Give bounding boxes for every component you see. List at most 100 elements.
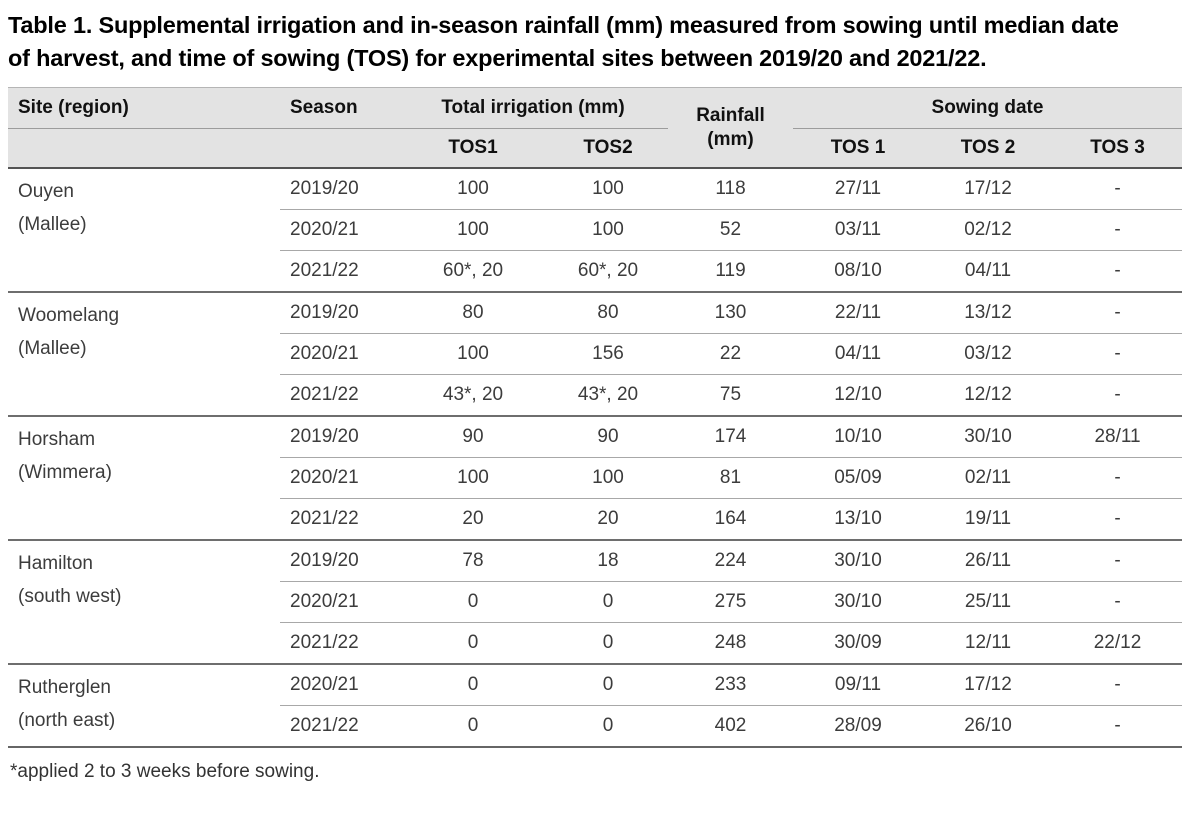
site-name: Hamilton — [18, 553, 93, 574]
col-header-sowing-tos2: TOS 2 — [923, 128, 1053, 169]
sowing-tos2-cell: 26/11 — [923, 539, 1053, 582]
site-region: (Mallee) — [18, 214, 87, 235]
table-row: 2020/21 100 156 22 04/11 03/12- — [8, 333, 1183, 375]
rainfall-cell: 224 — [668, 539, 793, 582]
sowing-tos3-cell: - — [1053, 663, 1183, 706]
sowing-tos2-cell: 03/12 — [923, 333, 1053, 375]
sowing-tos1-cell: 03/11 — [793, 209, 923, 251]
table-body: Ouyen (Mallee) 2019/20 100 100 118 27/11 17/12-… — [8, 168, 1183, 747]
irrigation-tos1-cell: 100 — [398, 209, 548, 251]
season-cell: 2021/22 — [280, 374, 398, 416]
table-row: 2021/22 0 0 402 28/09 26/10- — [8, 705, 1183, 747]
irrigation-tos2-cell: 156 — [548, 333, 668, 375]
sowing-tos1-cell: 08/10 — [793, 250, 923, 292]
irrigation-tos1-cell: 100 — [398, 333, 548, 375]
sowing-tos1-cell: 28/09 — [793, 705, 923, 747]
sowing-tos3-cell: 28/11 — [1053, 415, 1183, 458]
site-cell: Ouyen (Mallee) — [8, 168, 280, 292]
sowing-tos1-cell: 13/10 — [793, 498, 923, 540]
site-cell: Hamilton (south west) — [8, 539, 280, 664]
sowing-tos2-cell: 12/12 — [923, 374, 1053, 416]
sowing-tos3-cell: - — [1053, 209, 1183, 251]
season-cell: 2020/21 — [280, 581, 398, 623]
header-row-subcolumns: TOS1 TOS2 TOS 1 TOS 2 TOS 3 — [8, 128, 1183, 169]
season-cell: 2021/22 — [280, 705, 398, 747]
season-cell: 2020/21 — [280, 457, 398, 499]
col-header-rainfall-word: Rainfall — [696, 104, 765, 126]
rainfall-cell: 174 — [668, 415, 793, 458]
irrigation-tos1-cell: 0 — [398, 663, 548, 706]
sowing-tos3-cell: - — [1053, 333, 1183, 375]
col-header-sowing-tos3: TOS 3 — [1053, 128, 1183, 169]
sowing-tos1-cell: 22/11 — [793, 291, 923, 334]
irrigation-tos2-cell: 18 — [548, 539, 668, 582]
sowing-tos3-cell: - — [1053, 250, 1183, 292]
irrigation-tos1-cell: 100 — [457, 178, 489, 199]
season-cell: 2020/21 — [280, 663, 398, 706]
site-region: (Mallee) — [18, 338, 87, 359]
season-cell: 2020/21 — [280, 209, 398, 251]
sowing-tos1-cell: 30/10 — [793, 581, 923, 623]
irrigation-tos2-cell: 0 — [548, 581, 668, 623]
irrigation-tos1-cell: 90 — [398, 415, 548, 458]
table-row: 2020/21 0 0 275 30/10 25/11- — [8, 581, 1183, 623]
season-cell: 2019/20 — [280, 415, 398, 458]
sowing-tos1-cell: 09/11 — [793, 663, 923, 706]
sowing-tos3-cell: - — [1053, 705, 1183, 747]
rainfall-cell: 52 — [668, 209, 793, 251]
site-cell: Rutherglen (north east) — [8, 663, 280, 747]
season-cell: 2019/20 — [280, 291, 398, 334]
site-region: (north east) — [18, 710, 116, 731]
sowing-tos3-cell: - — [1053, 498, 1183, 540]
rainfall-cell: 130 — [668, 291, 793, 334]
table-row: 2020/21 100 100 81 05/09 02/11- — [8, 457, 1183, 499]
sowing-tos3-cell: - — [1053, 539, 1183, 582]
page: Table 1. Supplemental irrigation and in-… — [8, 9, 1183, 783]
site-cell: Horsham (Wimmera) — [8, 415, 280, 540]
season-cell: 2021/22 — [280, 250, 398, 292]
irrigation-tos1-cell: 0 — [398, 622, 548, 664]
table-row: Woomelang (Mallee) 2019/20 80 80 130 22/11 13/1… — [8, 291, 1183, 416]
sowing-tos3-cell: - — [1053, 457, 1183, 499]
table-row: 2021/22 20 20 164 13/10 19/11- — [8, 498, 1183, 540]
season-cell: 2021/22 — [280, 622, 398, 664]
sowing-tos3-cell: - — [1053, 291, 1183, 334]
season-cell: 2020/21 — [280, 333, 398, 375]
sowing-tos2-cell: 30/10 — [923, 415, 1053, 458]
sowing-tos1-cell: 12/10 — [793, 374, 923, 416]
footnote: *applied 2 to 3 weeks before sowing. — [10, 761, 320, 782]
table-row: Rutherglen (north east) 2020/21 0 0 233 09/11 1… — [8, 663, 1183, 747]
site-region: (south west) — [18, 586, 122, 607]
sowing-tos2-cell: 13/12 — [923, 291, 1053, 334]
irrigation-tos2-cell: 20 — [548, 498, 668, 540]
table-row: 2021/22 43*, 20 43*, 20 75 12/10 12/12- — [8, 374, 1183, 416]
col-header-irrigation-group: Total irrigation (mm) — [398, 87, 668, 129]
sowing-tos2-cell: 02/11 — [923, 457, 1053, 499]
table-header: Site (region) Season Total irrigation (m… — [8, 87, 1183, 169]
col-header-irrigation-tos2: TOS2 — [548, 128, 668, 169]
irrigation-tos2-cell: 100 — [548, 209, 668, 251]
irrigation-tos1-cell: 0 — [398, 581, 548, 623]
sowing-tos2-cell: 26/10 — [923, 705, 1053, 747]
sowing-tos1-cell: 10/10 — [793, 415, 923, 458]
data-table: Site (region) Season Total irrigation (m… — [8, 87, 1183, 748]
sowing-tos1-cell: 05/09 — [793, 457, 923, 499]
rainfall-cell: 119 — [668, 250, 793, 292]
sowing-tos2-cell: 25/11 — [923, 581, 1053, 623]
sowing-tos2-cell: 02/12 — [923, 209, 1053, 251]
table-row: 2021/22 0 0 248 30/09 12/11 22/12 — [8, 622, 1183, 664]
rainfall-cell: 22 — [668, 333, 793, 375]
irrigation-tos1-cell: 80 — [398, 291, 548, 334]
sowing-tos3-cell: 22/12 — [1053, 622, 1183, 664]
sowing-tos1-cell: 04/11 — [793, 333, 923, 375]
table-row: 2021/22 60*, 20 60*, 20 119 08/10 04/11- — [8, 250, 1183, 292]
rainfall-cell: 275 — [668, 581, 793, 623]
irrigation-tos1-cell: 20 — [398, 498, 548, 540]
rainfall-cell: 248 — [668, 622, 793, 664]
sowing-tos3-cell: - — [1053, 374, 1183, 416]
sowing-tos2-cell: 17/12 — [964, 178, 1012, 199]
irrigation-tos2-cell: 80 — [548, 291, 668, 334]
col-header-sowing-group: Sowing date — [793, 87, 1183, 129]
sowing-tos3-cell: - — [1053, 581, 1183, 623]
irrigation-tos1-cell: 43*, 20 — [398, 374, 548, 416]
